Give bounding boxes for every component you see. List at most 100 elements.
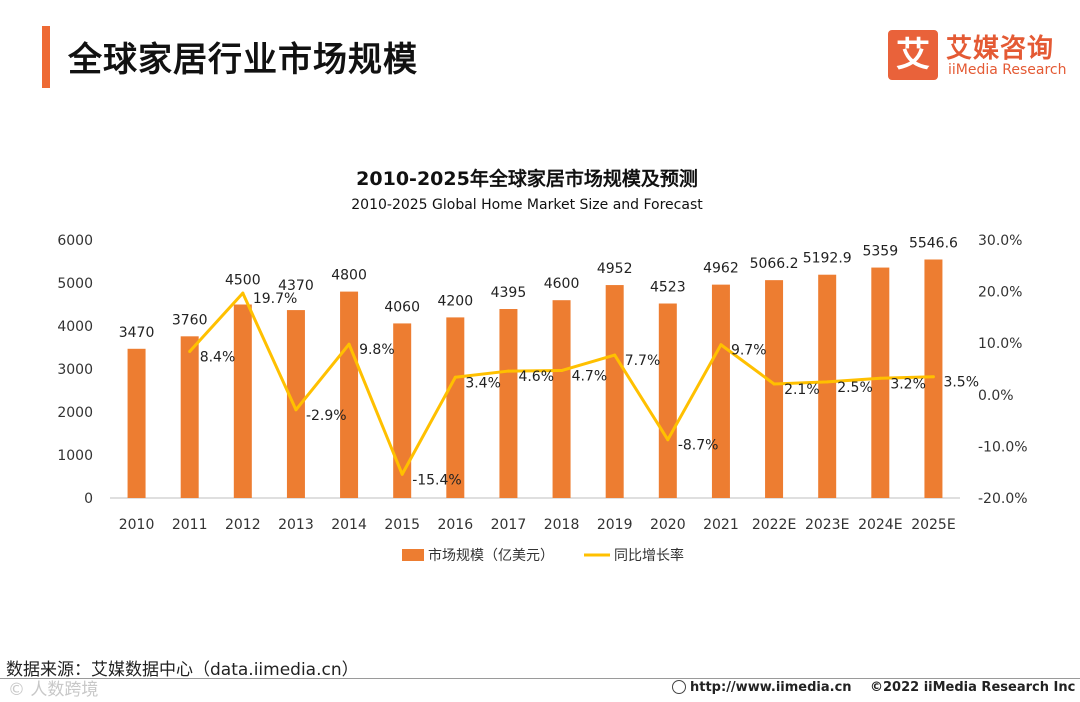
growth-rate-point — [825, 380, 829, 384]
bar — [552, 300, 571, 498]
bar-value-label: 4200 — [437, 293, 473, 309]
growth-rate-label: 2.5% — [837, 380, 873, 396]
x-tick-label: 2016 — [437, 517, 473, 533]
bar-value-label: 3760 — [172, 312, 208, 328]
chart-title: 2010-2025年全球家居市场规模及预测 — [356, 168, 698, 190]
growth-rate-point — [613, 353, 617, 357]
legend-bar-swatch — [402, 549, 424, 561]
growth-rate-point — [506, 369, 510, 373]
globe-icon — [672, 680, 686, 694]
y-right-tick-label: 10.0% — [978, 336, 1022, 352]
y-right-tick-label: -10.0% — [978, 439, 1028, 455]
page-title: 全球家居行业市场规模 — [68, 40, 418, 80]
y-right-tick-label: 0.0% — [978, 388, 1014, 404]
bar-value-label: 4500 — [225, 273, 261, 289]
legend-bar-label: 市场规模（亿美元） — [428, 547, 554, 564]
growth-rate-label: 8.4% — [200, 349, 236, 365]
data-source: 数据来源：艾媒数据中心（data.iimedia.cn） — [6, 660, 359, 680]
growth-rate-label: 9.7% — [731, 343, 767, 359]
growth-rate-label: 7.7% — [625, 353, 661, 369]
growth-rate-point — [878, 376, 882, 380]
brand-name-cn: 艾媒咨询 — [946, 34, 1055, 64]
growth-rate-point — [931, 375, 935, 379]
bar-value-label: 4600 — [544, 276, 580, 292]
growth-rate-label: 4.6% — [518, 369, 554, 385]
growth-rate-label: 3.2% — [890, 376, 926, 392]
title-accent-bar — [42, 26, 50, 88]
growth-rate-point — [347, 342, 351, 346]
footer-copyright: ©2022 iiMedia Research Inc — [870, 680, 1076, 695]
bar — [658, 303, 677, 498]
growth-rate-label: 4.7% — [572, 369, 608, 385]
bar — [340, 291, 359, 498]
bar-value-label: 3470 — [119, 325, 155, 341]
bar-value-label: 4370 — [278, 278, 314, 294]
bar-value-label: 5066.2 — [750, 256, 799, 272]
bar — [711, 284, 730, 498]
x-tick-label: 2013 — [278, 517, 314, 533]
bar — [233, 304, 252, 498]
bar — [286, 310, 305, 498]
bar-value-label: 4952 — [597, 261, 633, 277]
growth-rate-point — [719, 343, 723, 347]
growth-rate-point — [666, 438, 670, 442]
bar-value-label: 4395 — [491, 285, 527, 301]
footer-url[interactable]: http://www.iimedia.cn — [672, 680, 852, 695]
growth-rate-label: -15.4% — [412, 472, 462, 488]
growth-rate-label: -8.7% — [678, 438, 719, 454]
chart-subtitle: 2010-2025 Global Home Market Size and Fo… — [351, 197, 703, 213]
growth-rate-label: 3.4% — [465, 375, 501, 391]
bar — [127, 348, 146, 498]
x-tick-label: 2019 — [597, 517, 633, 533]
growth-rate-point — [560, 369, 564, 373]
bar — [446, 317, 465, 498]
bar — [871, 267, 890, 498]
growth-rate-point — [294, 408, 298, 412]
x-tick-label: 2020 — [650, 517, 686, 533]
bar-value-label: 4800 — [331, 268, 367, 284]
x-tick-label: 2025E — [911, 517, 955, 533]
bar — [818, 274, 837, 498]
x-tick-label: 2010 — [119, 517, 155, 533]
growth-rate-label: -2.9% — [306, 408, 347, 424]
growth-rate-point — [188, 349, 192, 353]
x-tick-label: 2012 — [225, 517, 261, 533]
bar — [180, 336, 199, 498]
bar — [765, 280, 784, 498]
bar-value-label: 5546.6 — [909, 235, 958, 251]
brand-logo-icon: 艾 — [888, 30, 938, 80]
growth-rate-label: 9.8% — [359, 342, 395, 358]
y-right-tick-label: -20.0% — [978, 491, 1028, 507]
growth-rate-point — [400, 472, 404, 476]
growth-rate-label: 19.7% — [253, 291, 297, 307]
x-tick-label: 2023E — [805, 517, 849, 533]
bar-value-label: 5192.9 — [803, 251, 852, 267]
x-tick-label: 2015 — [384, 517, 420, 533]
x-tick-label: 2021 — [703, 517, 739, 533]
bar — [499, 309, 518, 498]
y-left-tick-label: 2000 — [57, 405, 93, 421]
footer-url-text: http://www.iimedia.cn — [690, 680, 852, 695]
bar-value-label: 4962 — [703, 261, 739, 277]
bar — [924, 259, 943, 498]
x-tick-label: 2011 — [172, 517, 208, 533]
growth-rate-label: 2.1% — [784, 382, 820, 398]
legend-line-label: 同比增长率 — [614, 547, 684, 564]
brand-name-en: iiMedia Research — [948, 62, 1067, 78]
y-right-tick-label: 20.0% — [978, 285, 1022, 301]
y-left-tick-label: 1000 — [57, 448, 93, 464]
growth-rate-point — [772, 382, 776, 386]
x-tick-label: 2017 — [491, 517, 527, 533]
growth-rate-point — [453, 375, 457, 379]
bar-value-label: 5359 — [862, 244, 898, 260]
x-tick-label: 2022E — [752, 517, 796, 533]
bar — [605, 285, 624, 498]
y-left-tick-label: 3000 — [57, 362, 93, 378]
watermark: © 人数跨境 — [8, 680, 99, 700]
footer-divider — [0, 678, 1080, 679]
bar-value-label: 4060 — [384, 299, 420, 315]
y-left-tick-label: 4000 — [57, 319, 93, 335]
y-left-tick-label: 5000 — [57, 276, 93, 292]
x-tick-label: 2014 — [331, 517, 367, 533]
y-right-tick-label: 30.0% — [978, 233, 1022, 249]
